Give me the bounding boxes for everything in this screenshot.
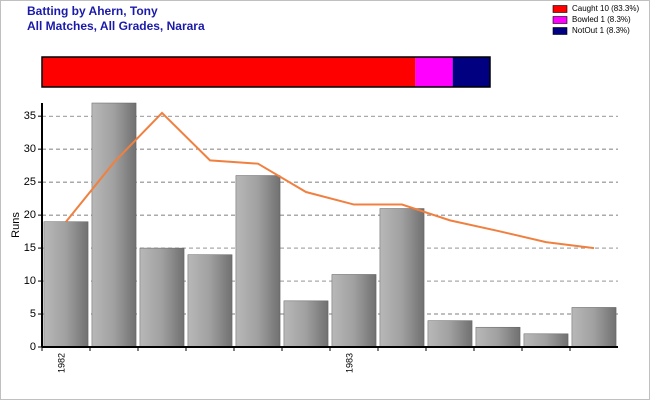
bar	[331, 274, 377, 348]
stack-segment	[452, 57, 490, 87]
x-tick-label: 1983	[344, 353, 354, 373]
y-tick-label: 0	[30, 341, 36, 353]
bar	[523, 333, 569, 348]
y-tick-label: 5	[30, 308, 36, 320]
stack-segment	[42, 57, 416, 87]
legend-label: Caught 10 (83.3%)	[572, 4, 639, 13]
bar	[187, 254, 233, 348]
bar	[379, 208, 425, 348]
bar	[475, 326, 521, 348]
bar	[91, 102, 137, 348]
stack-segment	[415, 57, 453, 87]
title: Batting by Ahern, Tony	[27, 4, 158, 18]
legend-swatch	[552, 5, 568, 13]
bar	[235, 175, 281, 348]
y-tick-label: 30	[24, 143, 36, 155]
bar	[43, 221, 89, 348]
legend-swatch	[552, 27, 568, 35]
y-axis-label: Runs	[10, 212, 22, 238]
subtitle: All Matches, All Grades, Narara	[27, 19, 205, 33]
y-tick-label: 35	[24, 110, 36, 122]
bar	[139, 247, 185, 348]
stack-outline	[41, 56, 491, 88]
y-tick-label: 20	[24, 209, 36, 221]
bar	[427, 320, 473, 348]
bar	[571, 307, 617, 348]
legend-label: Bowled 1 (8.3%)	[572, 15, 631, 24]
y-tick-label: 10	[24, 275, 36, 287]
x-tick-label: 1982	[56, 353, 66, 373]
legend-label: NotOut 1 (8.3%)	[572, 26, 630, 35]
y-tick-label: 15	[24, 242, 36, 254]
bar	[283, 300, 329, 348]
trend-line	[65, 111, 595, 250]
legend-swatch	[552, 16, 568, 24]
y-tick-label: 25	[24, 176, 36, 188]
